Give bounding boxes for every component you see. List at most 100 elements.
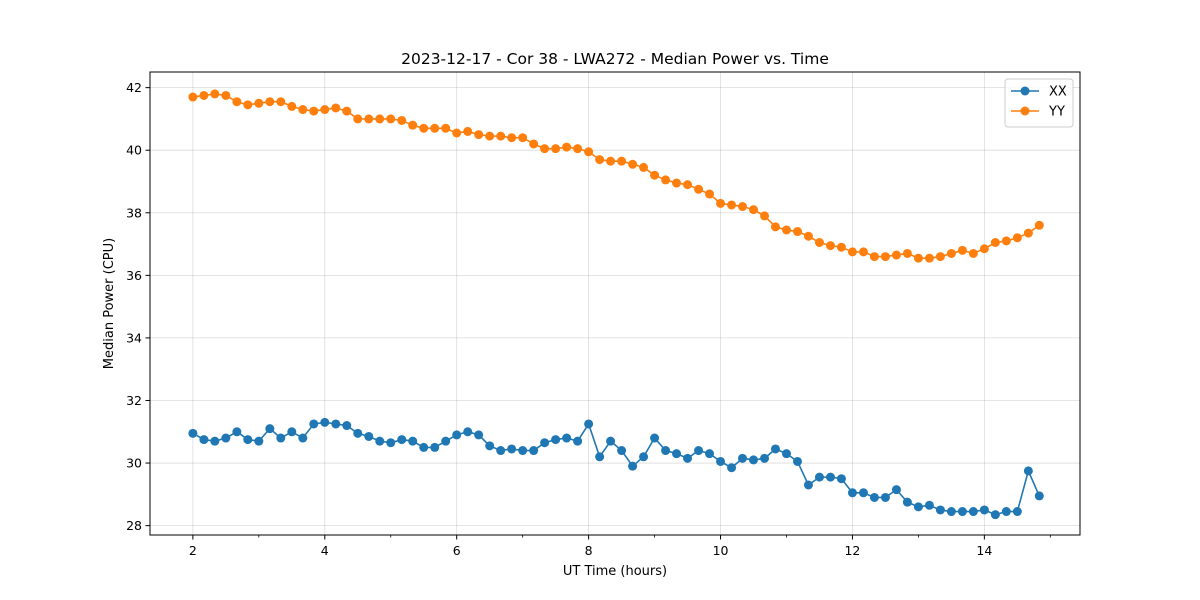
data-point-yy: [375, 114, 385, 124]
data-point-xx: [968, 507, 978, 517]
data-point-yy: [507, 133, 517, 143]
data-point-yy: [913, 253, 923, 263]
data-point-xx: [880, 492, 890, 502]
data-point-xx: [1012, 507, 1022, 517]
data-point-xx: [814, 472, 824, 482]
data-point-xx: [858, 488, 868, 498]
data-point-yy: [298, 105, 308, 115]
data-point-yy: [386, 114, 396, 124]
data-point-yy: [441, 123, 451, 133]
data-point-xx: [672, 449, 682, 459]
data-point-xx: [386, 438, 396, 448]
data-point-xx: [913, 502, 923, 512]
x-tick-label: 6: [453, 543, 461, 558]
data-point-yy: [617, 156, 627, 166]
data-point-yy: [584, 147, 594, 157]
data-point-yy: [683, 180, 693, 190]
data-point-yy: [320, 105, 330, 115]
data-point-xx: [408, 436, 418, 446]
data-point-yy: [990, 238, 1000, 247]
y-tick-label: 34: [126, 330, 142, 345]
data-point-xx: [452, 430, 462, 440]
axis-ticks: 2 4 6 8 10 12 14 28 30 32 34 36 38 40 42: [126, 80, 1051, 558]
series-yy: [188, 89, 1044, 263]
data-point-xx: [1001, 507, 1011, 517]
data-point-xx: [793, 456, 802, 466]
legend: XX YY: [1004, 78, 1074, 128]
data-point-xx: [276, 433, 286, 443]
data-point-xx: [957, 507, 967, 517]
data-point-xx: [188, 428, 198, 438]
data-point-xx: [847, 488, 857, 498]
data-point-xx: [221, 433, 231, 443]
data-point-xx: [298, 433, 308, 443]
data-point-xx: [716, 456, 726, 466]
data-point-xx: [210, 436, 220, 446]
data-point-yy: [573, 144, 583, 154]
data-point-yy: [595, 155, 605, 165]
data-point-xx: [562, 433, 572, 443]
data-point-yy: [474, 130, 484, 140]
data-point-xx: [463, 427, 473, 437]
data-point-xx: [869, 492, 879, 502]
data-point-yy: [496, 131, 506, 141]
data-point-yy: [540, 144, 550, 154]
data-point-yy: [836, 242, 846, 252]
data-point-xx: [781, 449, 791, 459]
data-point-yy: [1034, 220, 1044, 230]
data-point-yy: [968, 248, 978, 258]
data-point-yy: [232, 97, 242, 107]
legend-label-xx: XX: [1049, 85, 1067, 100]
data-point-xx: [364, 431, 374, 441]
y-tick-label: 32: [126, 393, 142, 408]
data-point-xx: [825, 472, 835, 482]
data-point-xx: [243, 435, 253, 445]
data-point-yy: [1012, 233, 1022, 243]
y-tick-label: 28: [126, 518, 142, 533]
plot-area-frame: [149, 71, 1081, 536]
data-point-xx: [397, 435, 407, 445]
data-point-xx: [232, 427, 242, 437]
data-point-xx: [507, 444, 517, 454]
data-point-xx: [254, 436, 264, 446]
data-point-yy: [738, 202, 747, 212]
data-point-yy: [276, 97, 286, 107]
data-point-yy: [463, 126, 473, 136]
data-point-yy: [694, 184, 704, 194]
data-point-yy: [793, 227, 802, 237]
data-point-yy: [902, 248, 912, 258]
data-point-xx: [661, 446, 671, 456]
legend-entry-yy: YY: [1011, 105, 1065, 120]
y-axis-label: Median Power (CPU): [102, 238, 117, 369]
data-point-yy: [562, 142, 572, 152]
data-point-yy: [979, 244, 989, 254]
data-point-xx: [287, 427, 297, 437]
data-point-yy: [814, 238, 824, 247]
data-point-yy: [265, 97, 275, 107]
data-point-xx: [309, 419, 319, 429]
data-point-xx: [375, 436, 385, 446]
data-point-xx: [606, 436, 616, 446]
data-point-xx: [353, 428, 363, 438]
data-point-xx: [199, 435, 209, 445]
x-axis-label: UT Time (hours): [563, 564, 667, 579]
x-tick-label: 8: [585, 543, 593, 558]
data-point-xx: [705, 449, 715, 459]
data-point-xx: [935, 505, 945, 515]
data-point-yy: [342, 106, 352, 116]
data-point-yy: [891, 250, 901, 260]
data-point-yy: [880, 252, 890, 262]
data-point-xx: [836, 474, 846, 484]
data-point-yy: [1001, 236, 1011, 246]
data-point-yy: [847, 247, 857, 257]
data-point-yy: [760, 211, 770, 221]
data-point-yy: [672, 178, 682, 188]
data-point-yy: [331, 103, 341, 113]
series-layer: [188, 89, 1044, 520]
data-point-yy: [935, 252, 945, 262]
data-point-yy: [924, 253, 934, 263]
data-point-xx: [639, 452, 649, 462]
data-point-xx: [650, 433, 660, 443]
x-tick-label: 12: [844, 543, 860, 558]
